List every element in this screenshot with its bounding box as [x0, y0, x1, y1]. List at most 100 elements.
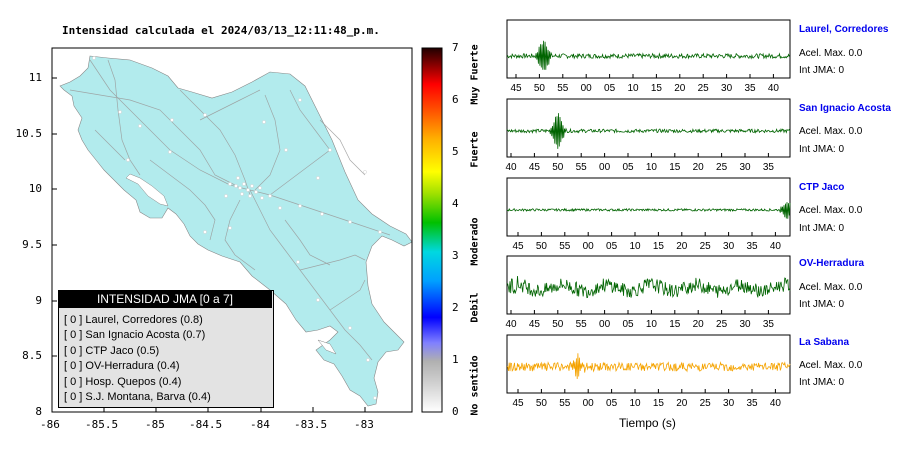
time-tick-label: 05 — [606, 398, 618, 409]
station-acel: Acel. Max. 0.0 — [799, 282, 863, 293]
time-tick-label: 10 — [646, 319, 658, 330]
colorbar-label: No sentido — [469, 355, 481, 416]
time-tick-label: 55 — [576, 319, 588, 330]
time-tick-label: 05 — [622, 162, 634, 173]
time-tick-label: 50 — [552, 162, 564, 173]
time-tick-label: 40 — [505, 319, 517, 330]
time-tick-label: 40 — [770, 398, 782, 409]
colorbar — [421, 47, 443, 413]
time-tick-label: 15 — [653, 398, 665, 409]
colorbar-label: Moderado — [469, 217, 481, 266]
costa-rica-land — [59, 55, 412, 407]
station-acel: Acel. Max. 0.0 — [799, 360, 863, 371]
colorbar-tick: 2 — [452, 301, 459, 314]
time-tick-label: 25 — [700, 241, 712, 252]
time-tick-label: 25 — [700, 398, 712, 409]
time-tick-label: 35 — [746, 241, 758, 252]
time-tick-label: 30 — [739, 319, 751, 330]
time-tick-label: 00 — [583, 241, 595, 252]
seismogram-panels: 45 50 55 00 05 10 15 20 25 30 35 40 40 45 50 55 00 05 10 15… — [505, 19, 791, 409]
legend-list: [ 0 ] Laurel, Corredores (0.8) [ 0 ] San… — [64, 313, 211, 405]
station-name: CTP Jaco — [799, 182, 845, 193]
station-name: OV-Herradura — [799, 258, 865, 269]
intensity-legend — [58, 290, 274, 408]
seismogram-frame — [506, 19, 791, 79]
legend-item: [ 0 ] Hosp. Quepos (0.4) — [64, 375, 182, 388]
time-tick-label: 15 — [669, 162, 681, 173]
time-tick-label: 20 — [693, 162, 705, 173]
time-tick-label: 10 — [629, 398, 641, 409]
station-name: La Sabana — [799, 337, 850, 348]
colorbar-tick: 3 — [452, 249, 459, 262]
time-tick-label: 45 — [512, 398, 524, 409]
y-tick-label: 11 — [28, 71, 42, 84]
time-tick-label: 25 — [716, 162, 728, 173]
time-tick-label: 55 — [559, 398, 571, 409]
time-tick-label: 40 — [768, 83, 780, 94]
time-tick-label: 55 — [559, 241, 571, 252]
waveform-trace — [506, 202, 791, 219]
time-tick-label: 05 — [604, 83, 616, 94]
colorbar-label: Debil — [469, 292, 481, 323]
seismogram-frame — [506, 177, 791, 237]
y-tick-label: 10 — [28, 182, 42, 195]
time-tick-label: 25 — [698, 83, 710, 94]
colorbar-tick: 7 — [452, 41, 459, 54]
time-tick-label: 40 — [770, 241, 782, 252]
y-tick-label: 9.5 — [22, 238, 42, 251]
time-tick-label: 45 — [510, 83, 522, 94]
x-tick-label: -85 — [145, 418, 165, 431]
station-markers — [92, 56, 382, 400]
legend-item: [ 0 ] OV-Herradura (0.4) — [64, 360, 180, 373]
x-tick-label: -86 — [40, 418, 60, 431]
station-jma: Int JMA: 0 — [799, 299, 845, 310]
station-name: Laurel, Corredores — [799, 24, 889, 35]
waveform-trace — [506, 40, 791, 70]
legend-title: INTENSIDAD JMA [0 a 7] — [58, 290, 272, 308]
time-tick-label: 10 — [646, 162, 658, 173]
colorbar-label: Fuerte — [469, 131, 481, 168]
colorbar-tick: 4 — [452, 197, 459, 210]
seismogram-frame — [506, 98, 791, 158]
legend-item: [ 0 ] CTP Jaco (0.5) — [64, 344, 160, 357]
time-tick-label: 15 — [653, 241, 665, 252]
legend-item: [ 0 ] Laurel, Corredores (0.8) — [64, 314, 203, 326]
station-jma: Int JMA: 0 — [799, 65, 845, 76]
time-tick-label: 00 — [599, 319, 611, 330]
y-tick-label: 9 — [35, 294, 42, 307]
time-tick-label: 00 — [583, 398, 595, 409]
legend-item: [ 0 ] S.J. Montana, Barva (0.4) — [64, 390, 211, 403]
y-tick-label: 8 — [35, 405, 42, 418]
time-tick-label: 45 — [529, 319, 541, 330]
time-tick-label: 50 — [536, 398, 548, 409]
x-tick-label: -84.5 — [189, 418, 223, 431]
time-tick-label: 25 — [716, 319, 728, 330]
time-tick-label: 35 — [746, 398, 758, 409]
y-tick-label: 10.5 — [15, 127, 43, 140]
time-tick-label: 45 — [529, 162, 541, 173]
time-tick-label: 35 — [744, 83, 756, 94]
station-acel: Acel. Max. 0.0 — [799, 205, 863, 216]
map-ticks — [51, 77, 366, 413]
time-axis-label: Tiempo (s) — [619, 416, 676, 430]
waveform-trace — [506, 113, 791, 149]
waveform-trace — [506, 275, 791, 299]
station-name: San Ignacio Acosta — [799, 103, 891, 114]
time-tick-label: 20 — [676, 241, 688, 252]
waveform-trace — [506, 353, 791, 380]
x-tick-label: -85.5 — [85, 418, 119, 431]
map-title: Intensidad calculada el 2024/03/13_12:11… — [62, 24, 380, 37]
time-tick-label: 15 — [669, 319, 681, 330]
time-tick-label: 10 — [629, 241, 641, 252]
time-tick-label: 35 — [763, 162, 775, 173]
time-tick-label: 40 — [505, 162, 517, 173]
time-tick-label: 55 — [576, 162, 588, 173]
time-tick-label: 15 — [651, 83, 663, 94]
time-tick-label: 20 — [676, 398, 688, 409]
time-tick-label: 05 — [622, 319, 634, 330]
y-tick-label: 8.5 — [22, 349, 42, 362]
time-tick-label: 45 — [512, 241, 524, 252]
station-acel: Acel. Max. 0.0 — [799, 48, 863, 59]
colorbar-label: Muy Fuerte — [469, 44, 481, 105]
time-tick-label: 30 — [723, 398, 735, 409]
